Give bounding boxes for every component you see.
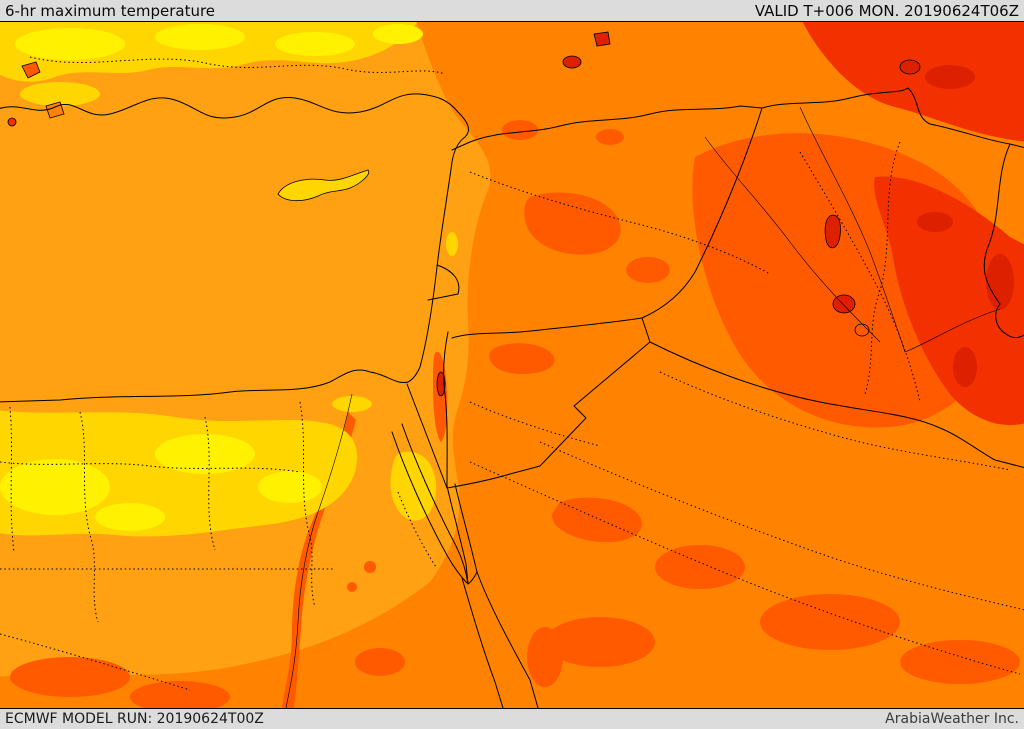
temperature-field <box>0 22 1024 708</box>
syria-iraq-border <box>641 107 763 319</box>
lebanon-syria-border <box>436 264 460 295</box>
iraq-iran-border <box>983 143 1011 305</box>
lake-turkey <box>562 55 582 69</box>
israel-jordan-border <box>443 331 449 489</box>
brand-label: ArabiaWeather Inc. <box>885 711 1019 727</box>
country-borders <box>406 87 1024 489</box>
lake-razzaza <box>832 294 856 314</box>
model-run-label: ECMWF MODEL RUN: 20190624T00Z <box>5 711 264 727</box>
lake-tharthar <box>824 214 841 249</box>
islands-and-lakes <box>7 31 921 397</box>
turkey-syria-iraq-border <box>451 87 1024 151</box>
jordan-iraq-border <box>641 317 651 343</box>
temperature-map-canvas <box>0 22 1024 708</box>
egypt-israel-border <box>406 383 448 489</box>
dead-sea <box>436 371 446 397</box>
jordan-saudi-border <box>446 341 651 489</box>
admin-borders-dotted <box>0 56 1024 691</box>
euphrates-river <box>704 136 881 343</box>
syria-jordan-border <box>451 317 643 339</box>
footer-bar: ECMWF MODEL RUN: 20190624T00Z ArabiaWeat… <box>0 708 1024 729</box>
coastlines <box>0 93 1024 708</box>
rivers <box>285 106 1001 708</box>
nile-river <box>285 393 353 708</box>
valid-time-label: VALID T+006 MON. 20190624T06Z <box>754 1 1019 20</box>
map-title: 6-hr maximum temperature <box>5 1 216 20</box>
map-area <box>0 22 1024 708</box>
tigris-river <box>799 106 906 353</box>
header-bar: 6-hr maximum temperature VALID T+006 MON… <box>0 0 1024 22</box>
iraq-saudi-border <box>649 341 1024 469</box>
israel-lebanon-border <box>427 293 459 301</box>
cyprus-island <box>277 169 370 202</box>
